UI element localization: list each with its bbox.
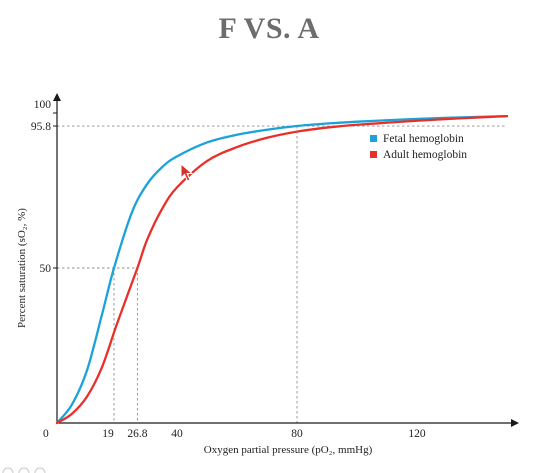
legend-swatch xyxy=(370,135,377,142)
legend-label: Fetal hemoglobin xyxy=(383,133,464,145)
prev-slide-icon[interactable] xyxy=(2,467,14,473)
x-axis-arrow-icon xyxy=(511,419,519,427)
series-lines xyxy=(55,114,509,425)
y-axis-arrow-icon xyxy=(53,93,61,101)
x-tick-label: 80 xyxy=(291,428,303,440)
adult-hemoglobin-curve xyxy=(55,114,509,425)
y-tick-label: 50 xyxy=(40,263,52,275)
x-tick-label: 0 xyxy=(43,428,49,440)
tick-labels: 0 19 26.8 40 80 120 50 95.8 100 xyxy=(31,99,426,440)
next-slide-icon[interactable] xyxy=(34,467,46,473)
mouse-pointer-icon xyxy=(180,163,194,182)
slide-nav-controls[interactable] xyxy=(2,463,72,473)
y-tick-label: 100 xyxy=(34,99,52,111)
x-tick-label: 40 xyxy=(171,428,183,440)
x-tick-label: 19 xyxy=(102,428,114,440)
y-tick-label: 95.8 xyxy=(31,121,51,133)
slide-title: F VS. A xyxy=(218,12,320,45)
legend: Fetal hemoglobin Adult hemoglobin xyxy=(370,133,467,161)
x-axis-label: Oxygen partial pressure (pO₂, mmHg) xyxy=(204,444,373,456)
x-tick-label: 120 xyxy=(408,428,426,440)
axes xyxy=(53,93,519,427)
x-tick-label: 26.8 xyxy=(127,428,147,440)
legend-label: Adult hemoglobin xyxy=(383,149,467,161)
fetal-hemoglobin-curve xyxy=(55,114,509,425)
menu-icon[interactable] xyxy=(18,467,30,473)
legend-swatch xyxy=(370,151,377,158)
reference-guides xyxy=(57,125,505,423)
y-axis-label: Percent saturation (sO₂, %) xyxy=(16,208,28,328)
